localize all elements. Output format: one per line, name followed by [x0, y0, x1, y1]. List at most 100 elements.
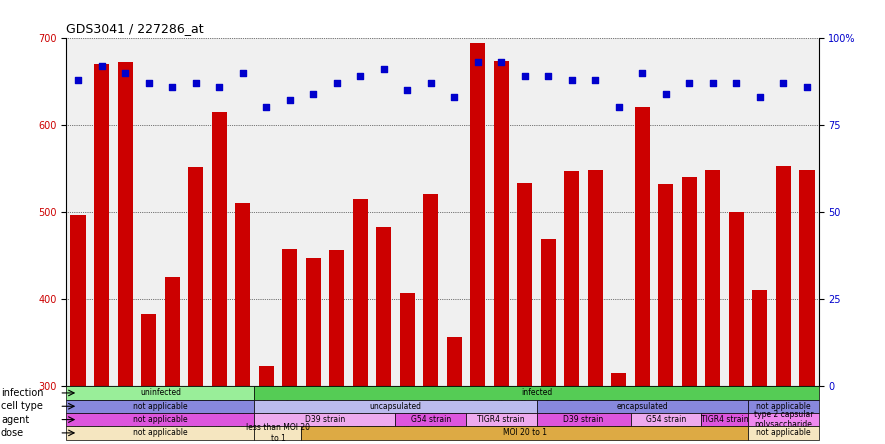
Text: not applicable: not applicable [133, 428, 188, 437]
Point [95, 62, 109, 69]
Bar [776, 166, 791, 386]
Bar [630, 413, 701, 426]
Bar [302, 426, 748, 440]
Bar [118, 62, 133, 386]
Point [565, 76, 579, 83]
Point [329, 79, 343, 87]
Bar [752, 289, 767, 386]
Point [189, 79, 203, 87]
Point [776, 79, 790, 87]
Point [424, 79, 438, 87]
Text: not applicable: not applicable [756, 402, 811, 411]
Point [494, 59, 508, 66]
Point [589, 76, 603, 83]
Text: MOI 20 to 1: MOI 20 to 1 [503, 428, 547, 437]
Bar [612, 373, 627, 386]
Bar [541, 239, 556, 386]
Bar [376, 227, 391, 386]
Text: not applicable: not applicable [756, 428, 811, 437]
Bar [396, 413, 466, 426]
Point [377, 66, 391, 73]
Bar [188, 166, 204, 386]
Bar [66, 426, 255, 440]
Bar [658, 184, 673, 386]
Bar [536, 413, 630, 426]
Text: encapsulated: encapsulated [617, 402, 668, 411]
Text: agent: agent [1, 415, 29, 424]
Point [658, 90, 673, 97]
Text: D39 strain: D39 strain [564, 415, 604, 424]
Bar [748, 426, 819, 440]
Bar [66, 386, 255, 400]
Bar [255, 413, 396, 426]
Bar [400, 293, 415, 386]
Point [800, 83, 814, 90]
Bar [212, 112, 227, 386]
Bar [282, 250, 297, 386]
Text: TIGR4 strain: TIGR4 strain [701, 415, 749, 424]
Text: dose: dose [1, 428, 24, 438]
Bar [352, 199, 368, 386]
Bar [701, 413, 748, 426]
Point [542, 72, 556, 79]
Bar [728, 212, 744, 386]
Bar [799, 170, 814, 386]
Bar [305, 258, 321, 386]
Text: infected: infected [521, 388, 552, 397]
Bar [748, 413, 819, 426]
Point [282, 97, 296, 104]
Text: type 2 capsular
polysaccharide: type 2 capsular polysaccharide [754, 410, 813, 429]
Text: D39 strain: D39 strain [304, 415, 345, 424]
Bar [71, 214, 86, 386]
Point [212, 83, 227, 90]
Point [518, 72, 532, 79]
Text: infection: infection [1, 388, 43, 398]
Bar [748, 400, 819, 413]
Text: cell type: cell type [1, 401, 42, 411]
Bar [66, 400, 255, 413]
Point [729, 79, 743, 87]
Text: G54 strain: G54 strain [411, 415, 450, 424]
Bar [66, 413, 255, 426]
Bar [255, 386, 819, 400]
Point [635, 69, 650, 76]
Bar [329, 250, 344, 386]
Bar [470, 43, 485, 386]
Bar [423, 194, 438, 386]
Point [259, 104, 273, 111]
Point [682, 79, 696, 87]
Point [353, 72, 367, 79]
Point [471, 59, 485, 66]
Text: less than MOI 20
to 1: less than MOI 20 to 1 [246, 423, 310, 443]
Text: not applicable: not applicable [133, 415, 188, 424]
Bar [681, 177, 697, 386]
Point [142, 79, 156, 87]
Bar [494, 61, 509, 386]
Text: not applicable: not applicable [133, 402, 188, 411]
Text: TIGR4 strain: TIGR4 strain [477, 415, 525, 424]
Point [306, 90, 320, 97]
Bar [564, 171, 580, 386]
Bar [517, 183, 533, 386]
Bar [635, 107, 650, 386]
Bar [255, 426, 302, 440]
Bar [588, 170, 603, 386]
Text: uninfected: uninfected [140, 388, 181, 397]
Text: GDS3041 / 227286_at: GDS3041 / 227286_at [66, 22, 204, 35]
Text: G54 strain: G54 strain [646, 415, 686, 424]
Point [235, 69, 250, 76]
Point [400, 87, 414, 94]
Bar [447, 337, 462, 386]
Bar [705, 170, 720, 386]
Bar [255, 400, 536, 413]
Bar [466, 413, 536, 426]
Point [118, 69, 132, 76]
Point [705, 79, 720, 87]
Bar [141, 314, 157, 386]
Point [165, 83, 180, 90]
Text: uncapsulated: uncapsulated [369, 402, 421, 411]
Bar [235, 203, 250, 386]
Bar [94, 64, 109, 386]
Point [612, 104, 626, 111]
Bar [258, 366, 273, 386]
